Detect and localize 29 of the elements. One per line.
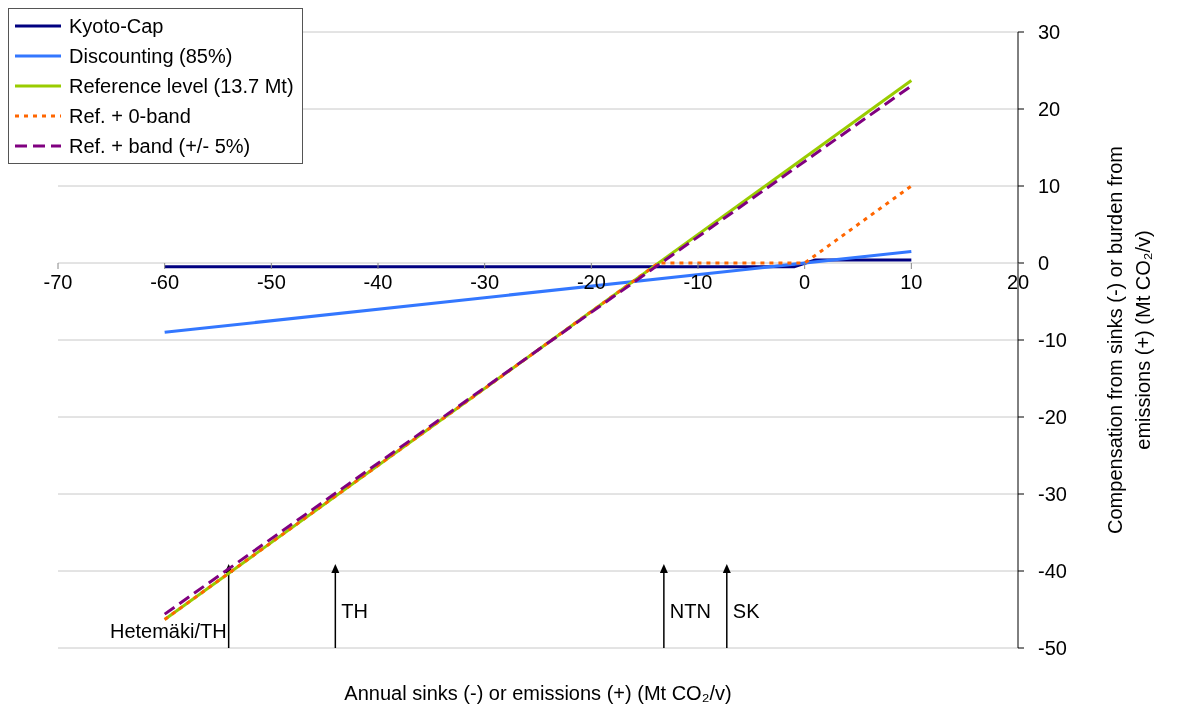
ref-line-label: SK bbox=[732, 600, 761, 622]
x-tick-label: -10 bbox=[683, 271, 713, 293]
x-tick-label: -70 bbox=[43, 271, 73, 293]
legend-label: Ref. + 0-band bbox=[69, 104, 191, 129]
y-tick-label: -20 bbox=[1038, 406, 1067, 429]
x-tick-label: -50 bbox=[256, 271, 286, 293]
x-tick-label: 10 bbox=[900, 271, 923, 293]
legend-label: Discounting (85%) bbox=[69, 44, 233, 69]
y-axis-title: Compensation from sinks (-) or burden from emissions (+) (Mt CO₂/v) bbox=[1104, 146, 1154, 534]
y-tick-label: -40 bbox=[1038, 560, 1067, 583]
y-tick-label: -30 bbox=[1038, 483, 1067, 506]
legend-label: Kyoto-Cap bbox=[69, 14, 164, 39]
ref-line-label: Hetemäki/TH bbox=[109, 620, 227, 642]
x-tick-label: 20 bbox=[1006, 271, 1030, 293]
y-tick-label: 20 bbox=[1038, 98, 1061, 121]
legend-label: Ref. + band (+/- 5%) bbox=[69, 134, 251, 159]
y-tick-label: 0 bbox=[1038, 252, 1050, 275]
y-tick-label: 30 bbox=[1038, 21, 1061, 44]
y-tick-label: -50 bbox=[1038, 637, 1067, 660]
y-tick-label: 10 bbox=[1038, 175, 1061, 198]
ref-line-label: TH bbox=[341, 600, 369, 622]
legend-label: Reference level (13.7 Mt) bbox=[69, 74, 294, 99]
ref-line-label: NTN bbox=[669, 600, 711, 622]
x-tick-label: -40 bbox=[363, 271, 393, 293]
x-tick-label: -60 bbox=[150, 271, 180, 293]
x-tick-label: -30 bbox=[470, 271, 500, 293]
x-tick-label: 0 bbox=[799, 271, 811, 293]
y-tick-label: -10 bbox=[1038, 329, 1067, 352]
x-axis-title: Annual sinks (-) or emissions (+) (Mt CO₂/v) bbox=[344, 682, 732, 704]
